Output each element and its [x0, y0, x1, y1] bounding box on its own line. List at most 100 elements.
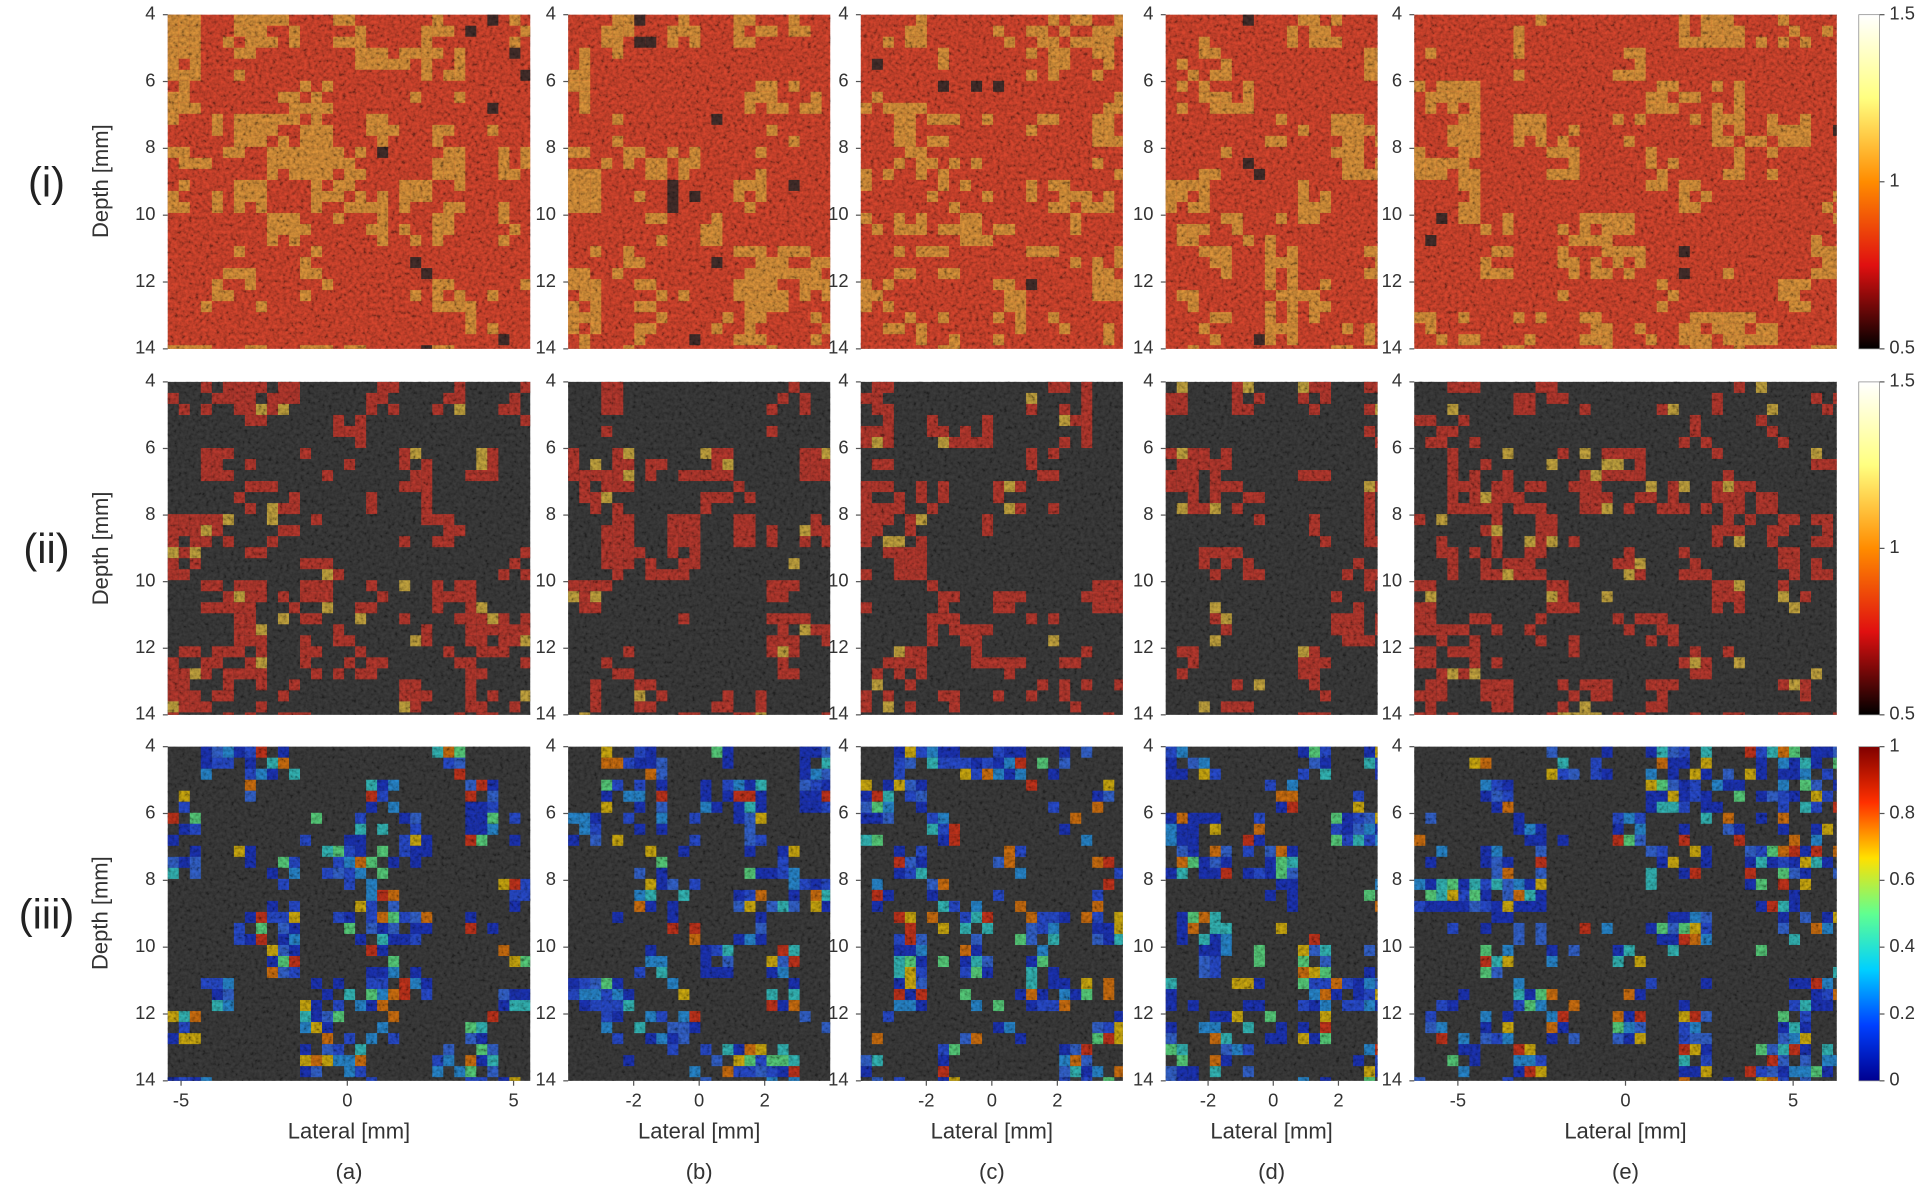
y-tick-label: 10: [1133, 203, 1153, 224]
y-tick-label: 6: [1143, 69, 1153, 90]
colorbar-tick-label: 1.5: [1889, 370, 1915, 391]
y-tick-label: 12: [1382, 1002, 1402, 1023]
y-tick-label: 6: [145, 436, 155, 457]
panel: [1165, 746, 1378, 1081]
y-tick-label: 14: [1133, 703, 1153, 724]
y-tick-label: 10: [1382, 935, 1402, 956]
y-tick-label: 12: [1133, 636, 1153, 657]
panel: [568, 746, 831, 1081]
colorbar-tick-label: 0.2: [1889, 1002, 1915, 1023]
y-tick-label: 4: [838, 735, 848, 756]
y-tick-label: 10: [535, 570, 555, 591]
y-tick-label: 14: [1382, 1069, 1402, 1090]
panel-label: (e): [1612, 1159, 1639, 1184]
x-tick-label: -5: [1450, 1089, 1466, 1110]
x-tick-label: 5: [1788, 1089, 1798, 1110]
speckle-texture: [1165, 381, 1378, 715]
y-tick-label: 4: [546, 370, 556, 391]
y-tick-label: 10: [135, 203, 155, 224]
y-tick-label: 14: [135, 703, 155, 724]
y-tick-label: 8: [1143, 868, 1153, 889]
speckle-texture: [167, 746, 531, 1081]
panel: [167, 14, 531, 349]
x-tick-label: 0: [987, 1089, 997, 1110]
x-tick-label: 2: [760, 1089, 770, 1110]
y-tick-label: 12: [1133, 1002, 1153, 1023]
x-tick-label: -2: [626, 1089, 642, 1110]
y-tick-label: 6: [145, 801, 155, 822]
y-tick-label: 12: [135, 1002, 155, 1023]
y-tick-label: 10: [828, 570, 848, 591]
y-axis-label: Depth [mm]: [88, 124, 113, 238]
y-tick-label: 10: [828, 203, 848, 224]
x-tick-label: 2: [1333, 1089, 1343, 1110]
panel: [860, 14, 1123, 349]
y-tick-label: 10: [535, 935, 555, 956]
y-tick-label: 8: [1392, 136, 1402, 157]
panel: [1414, 381, 1837, 715]
y-tick-label: 8: [1143, 136, 1153, 157]
y-tick-label: 4: [1392, 370, 1402, 391]
y-tick-label: 4: [1392, 735, 1402, 756]
y-tick-label: 4: [1392, 3, 1402, 24]
y-tick-label: 12: [135, 270, 155, 291]
speckle-texture: [568, 746, 831, 1081]
row-label: (iii): [19, 890, 74, 937]
y-tick-label: 6: [838, 436, 848, 457]
y-tick-label: 6: [1143, 436, 1153, 457]
y-tick-label: 6: [838, 69, 848, 90]
x-tick-label: -2: [1200, 1089, 1216, 1110]
x-tick-label: 0: [1620, 1089, 1630, 1110]
y-tick-label: 10: [1133, 935, 1153, 956]
y-tick-label: 4: [1143, 3, 1153, 24]
y-tick-label: 4: [1143, 370, 1153, 391]
y-tick-label: 10: [135, 935, 155, 956]
y-tick-label: 8: [145, 136, 155, 157]
y-tick-label: 4: [838, 370, 848, 391]
colorbar: [1858, 381, 1880, 716]
y-tick-label: 4: [145, 3, 155, 24]
panel-label: (a): [336, 1159, 363, 1184]
y-tick-label: 12: [1382, 636, 1402, 657]
x-tick-label: 5: [508, 1089, 518, 1110]
panel: [1165, 14, 1378, 349]
panel: [1165, 381, 1378, 715]
y-tick-label: 8: [546, 868, 556, 889]
y-tick-label: 10: [828, 935, 848, 956]
speckle-texture: [167, 381, 531, 715]
y-tick-label: 14: [1382, 337, 1402, 358]
x-axis-label: Lateral [mm]: [638, 1118, 760, 1143]
y-tick-label: 12: [828, 270, 848, 291]
row-label: (ii): [23, 525, 69, 572]
y-tick-label: 14: [135, 1069, 155, 1090]
y-tick-label: 14: [1133, 337, 1153, 358]
y-tick-label: 12: [135, 636, 155, 657]
y-tick-label: 12: [1382, 270, 1402, 291]
row-label: (i): [28, 158, 65, 205]
y-tick-label: 6: [838, 801, 848, 822]
panel: [568, 14, 831, 349]
y-tick-label: 14: [1382, 703, 1402, 724]
colorbar-tick-label: 0.4: [1889, 935, 1915, 956]
y-tick-label: 8: [838, 503, 848, 524]
y-tick-label: 12: [828, 1002, 848, 1023]
y-tick-label: 8: [1143, 503, 1153, 524]
y-tick-label: 12: [535, 1002, 555, 1023]
speckle-texture: [1165, 14, 1378, 349]
x-axis-label: Lateral [mm]: [1210, 1118, 1332, 1143]
panel: [167, 746, 531, 1081]
speckle-texture: [1414, 14, 1837, 349]
colorbar: [1858, 14, 1880, 350]
speckle-texture: [568, 381, 831, 715]
colorbar-tick-label: 1: [1889, 170, 1899, 191]
x-axis-label: Lateral [mm]: [931, 1118, 1053, 1143]
y-tick-label: 4: [145, 370, 155, 391]
y-tick-label: 6: [546, 69, 556, 90]
y-tick-label: 8: [838, 136, 848, 157]
y-tick-label: 14: [135, 337, 155, 358]
panel-label: (c): [979, 1159, 1005, 1184]
x-tick-label: 0: [694, 1089, 704, 1110]
y-tick-label: 4: [546, 735, 556, 756]
speckle-texture: [1414, 381, 1837, 715]
